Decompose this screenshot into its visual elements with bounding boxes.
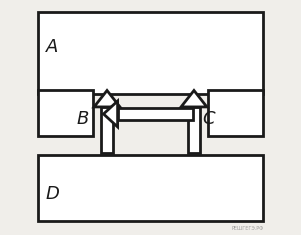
Bar <box>38 90 93 136</box>
FancyArrow shape <box>181 90 207 107</box>
Bar <box>38 155 263 221</box>
Text: A: A <box>46 38 58 56</box>
Text: C: C <box>202 110 215 128</box>
FancyArrow shape <box>94 90 120 107</box>
Bar <box>38 12 263 94</box>
Bar <box>101 107 113 153</box>
Bar <box>188 107 200 153</box>
Text: РЕШГЕГЭ.РФ: РЕШГЕГЭ.РФ <box>231 227 263 231</box>
Text: B: B <box>76 110 89 128</box>
FancyArrow shape <box>104 101 118 127</box>
Bar <box>208 90 263 136</box>
Text: D: D <box>46 185 60 203</box>
Bar <box>118 108 193 120</box>
